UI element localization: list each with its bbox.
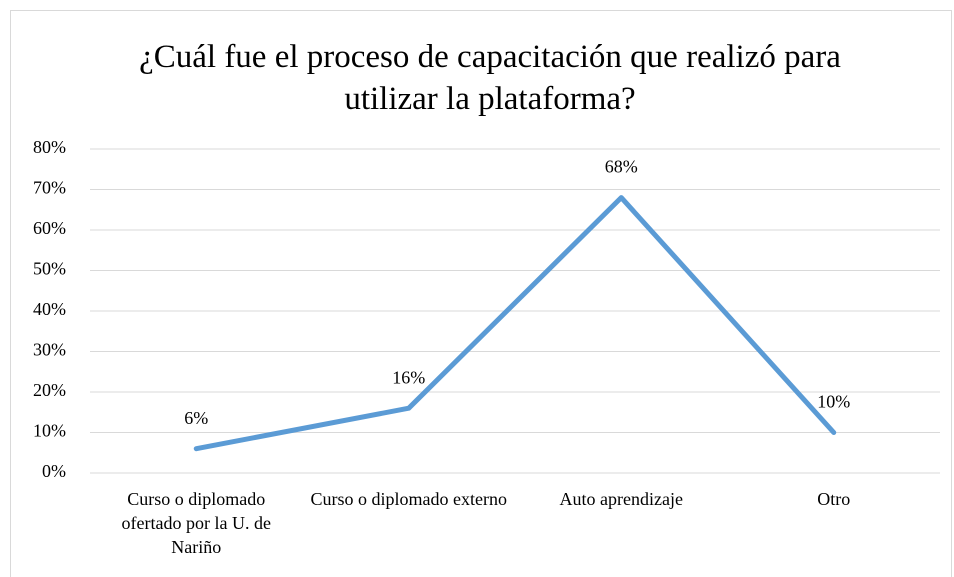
- x-tick-label: Curso o diplomado ofertado por la U. de …: [121, 489, 271, 557]
- x-tick-label: Curso o diplomado externo: [310, 489, 507, 509]
- y-tick-label: 40%: [33, 299, 66, 319]
- line: [193, 195, 837, 452]
- y-tick-label: 20%: [33, 380, 66, 400]
- y-tick-label: 30%: [33, 340, 66, 360]
- data-label: 16%: [392, 367, 425, 387]
- data-label: 68%: [605, 157, 638, 177]
- y-tick-label: 50%: [33, 259, 66, 279]
- chart-border: [10, 10, 952, 577]
- chart-title: ¿Cuál fue el proceso de capacitación que…: [139, 39, 841, 117]
- data-label: 6%: [184, 408, 208, 428]
- x-tick-label: Otro: [817, 489, 851, 509]
- y-tick-label: 10%: [33, 421, 66, 441]
- y-tick-label: 80%: [33, 137, 66, 157]
- data-label: 10%: [817, 392, 850, 412]
- x-tick-label: Auto aprendizaje: [559, 489, 683, 509]
- y-tick-label: 70%: [33, 178, 66, 198]
- y-tick-label: 0%: [42, 461, 66, 481]
- y-tick-label: 60%: [33, 218, 66, 238]
